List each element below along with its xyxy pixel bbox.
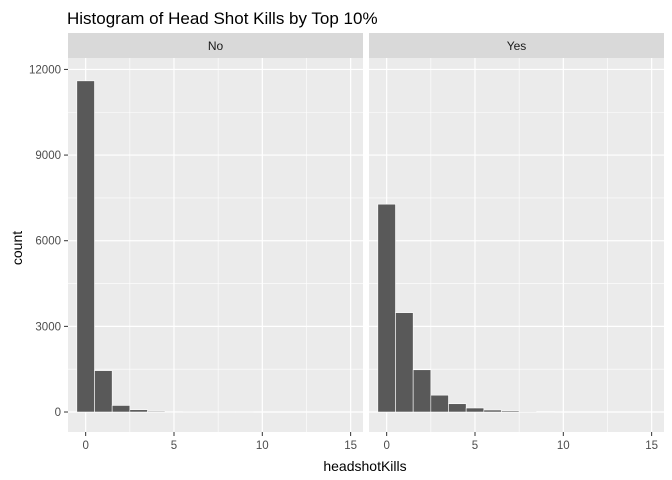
y-tick-label: 0 bbox=[55, 407, 61, 419]
x-tick-label: 5 bbox=[472, 440, 478, 452]
x-tick-label: 0 bbox=[383, 440, 389, 452]
panel-background bbox=[68, 58, 363, 432]
facet-panel-no: No bbox=[68, 33, 363, 432]
histogram-bar bbox=[501, 410, 520, 413]
x-tick-label: 5 bbox=[171, 440, 177, 452]
facet-panel-yes: Yes bbox=[369, 33, 664, 432]
histogram-bar bbox=[111, 405, 131, 413]
histogram-bar bbox=[518, 411, 538, 413]
y-tick-label: 12000 bbox=[29, 64, 61, 76]
y-axis: 0 3000 6000 9000 12000 bbox=[29, 64, 68, 419]
x-tick-label: 10 bbox=[256, 440, 269, 452]
histogram-bar bbox=[448, 403, 467, 413]
histogram-bar bbox=[147, 410, 166, 413]
x-tick-label: 0 bbox=[82, 440, 88, 452]
x-tick-label: 15 bbox=[645, 440, 658, 452]
facet-panels: No Yes bbox=[68, 33, 664, 432]
facet-strip-label: No bbox=[208, 39, 224, 53]
facet-strip bbox=[369, 33, 664, 58]
histogram-bar bbox=[94, 370, 113, 413]
y-tick-label: 9000 bbox=[35, 150, 61, 162]
histogram-bar bbox=[412, 369, 432, 413]
y-tick-label: 3000 bbox=[35, 321, 61, 333]
histogram-bar bbox=[76, 80, 95, 413]
x-axis-title: headshotKills bbox=[323, 458, 406, 474]
histogram-bar bbox=[377, 203, 396, 413]
histogram-bar bbox=[430, 394, 449, 413]
y-axis-title: count bbox=[9, 231, 25, 265]
y-tick-label: 6000 bbox=[35, 236, 61, 248]
facet-strip-label: Yes bbox=[507, 39, 527, 53]
histogram-bar bbox=[483, 409, 502, 413]
x-tick-label: 15 bbox=[344, 440, 357, 452]
facet-strip bbox=[68, 33, 363, 58]
chart-title: Histogram of Head Shot Kills by Top 10% bbox=[67, 9, 378, 28]
histogram-bar bbox=[129, 409, 148, 413]
histogram-bar bbox=[465, 407, 485, 413]
histogram-bar bbox=[395, 312, 414, 413]
x-tick-label: 10 bbox=[557, 440, 570, 452]
x-axis: 0 5 10 15 0 5 10 15 bbox=[82, 432, 658, 452]
